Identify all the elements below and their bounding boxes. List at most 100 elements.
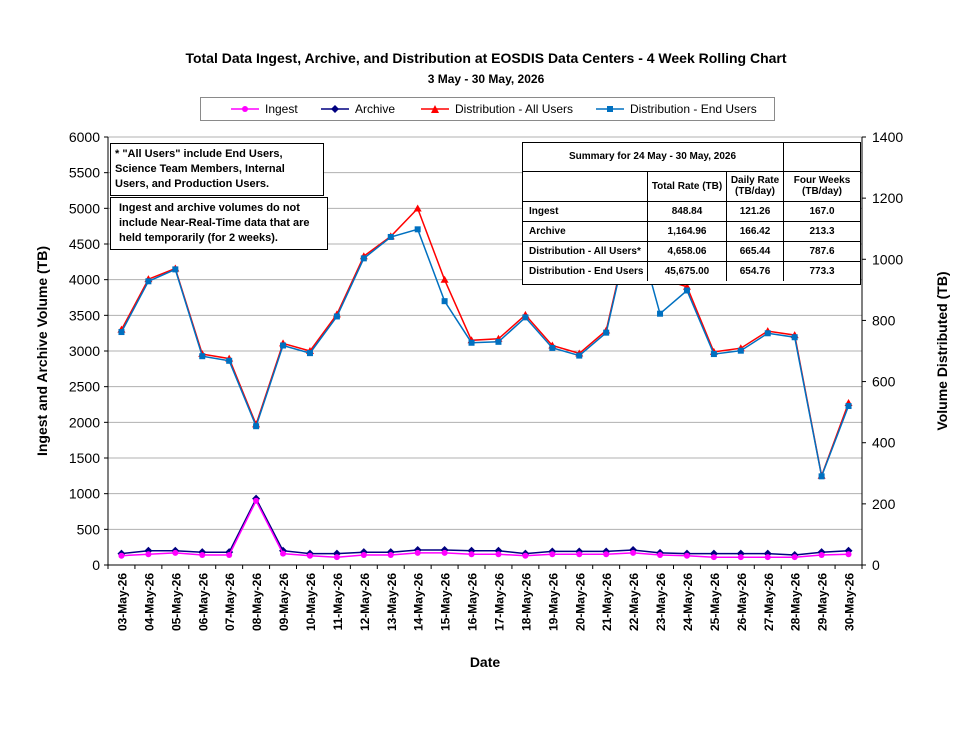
y-tick-label: 0 [92,557,100,573]
data-point [522,314,529,321]
y-tick-label: 6000 [69,129,100,145]
data-point [226,552,233,559]
data-point [199,353,206,360]
y-tick-label: 5000 [69,200,100,216]
data-point [683,287,690,294]
data-point [818,552,825,559]
y2-tick-label: 400 [872,435,896,451]
x-tick-label: 30-May-26 [843,573,857,631]
y2-axis-title: Volume Distributed (TB) [934,271,950,431]
summary-row-total: 45,675.00 [647,261,727,281]
summary-header-total: Total Rate (TB) [647,171,727,202]
data-point [737,347,744,354]
data-point [333,313,340,320]
summary-header-four-weeks: Four Weeks (TB/day) [783,171,860,202]
summary-row-label: Archive [523,221,648,242]
data-point [226,357,233,364]
x-tick-label: 14-May-26 [412,573,426,631]
series-line [121,499,849,558]
summary-row-total: 848.84 [647,201,727,222]
y-tick-label: 2500 [69,379,100,395]
data-point [468,551,475,558]
y-tick-label: 500 [77,521,101,537]
data-point [495,551,502,558]
summary-title: Summary for 24 May - 30 May, 2026 [523,143,784,172]
data-point [468,339,475,346]
data-point [414,549,421,556]
data-point [306,350,313,357]
x-tick-label: 08-May-26 [250,573,264,631]
x-tick-label: 13-May-26 [385,573,399,631]
data-point [306,552,313,559]
x-tick-label: 15-May-26 [439,573,453,631]
x-tick-label: 05-May-26 [169,573,183,631]
summary-row-four-weeks: 213.3 [783,221,860,242]
x-tick-label: 06-May-26 [196,573,210,631]
data-point [845,403,852,410]
legend-marker-ingest [231,106,259,112]
data-point [603,329,610,336]
data-point [145,551,152,558]
data-point [764,554,771,561]
x-tick-label: 29-May-26 [816,573,830,631]
x-tick-label: 27-May-26 [762,573,776,631]
x-tick-label: 03-May-26 [115,573,129,631]
legend-item-dist-all: Distribution - All Users [421,98,573,120]
data-point [576,352,583,359]
summary-header-daily: Daily Rate (TB/day) [726,171,784,202]
data-point [387,552,394,559]
chart-subtitle: 3 May - 30 May, 2026 [427,72,545,86]
data-point [603,551,610,558]
data-point [253,497,260,504]
data-point [710,554,717,561]
data-point [387,233,394,240]
data-point [576,551,583,558]
data-point [657,552,664,559]
legend-marker-dist-all [421,105,449,113]
legend-label-ingest: Ingest [265,102,298,116]
data-point [414,226,421,233]
summary-row-daily: 654.76 [726,261,784,281]
nrt-note: Ingest and archive volumes do not includ… [110,197,328,250]
y2-tick-label: 600 [872,374,896,390]
data-point [549,551,556,558]
data-point [630,549,637,556]
legend: Ingest Archive Distribution - All Users … [200,97,775,121]
y-tick-label: 3500 [69,307,100,323]
data-point [172,266,179,273]
legend-marker-dist-end [596,106,624,112]
x-tick-label: 24-May-26 [681,573,695,631]
data-point [441,298,448,305]
data-point [657,310,664,317]
data-point [118,329,125,336]
series-line [121,497,849,556]
y-tick-label: 5500 [69,165,100,181]
data-point [440,275,449,283]
series-line [120,207,850,479]
y2-tick-label: 0 [872,557,880,573]
summary-table: Summary for 24 May - 30 May, 2026 Total … [522,142,861,285]
legend-label-dist-all: Distribution - All Users [455,102,574,116]
legend-item-ingest: Ingest [231,98,298,120]
x-tick-label: 23-May-26 [654,573,668,631]
summary-row-four-weeks: 773.3 [783,261,860,281]
x-tick-label: 28-May-26 [789,573,803,631]
data-point [441,549,448,556]
x-tick-label: 16-May-26 [466,573,480,631]
summary-row-four-weeks: 167.0 [783,201,860,222]
y-tick-label: 2000 [69,414,100,430]
data-point [172,549,179,556]
data-point [495,338,502,345]
summary-row-label: Distribution - All Users* [523,241,648,262]
x-tick-label: 26-May-26 [735,573,749,631]
data-point [199,552,206,559]
data-point [118,552,125,559]
legend-marker-archive [321,105,349,113]
x-tick-label: 10-May-26 [304,573,318,631]
all-users-note: * "All Users" include End Users, Science… [110,143,324,196]
series-line [120,215,850,480]
y-tick-label: 4500 [69,236,100,252]
legend-label-archive: Archive [355,102,396,116]
y-tick-label: 3000 [69,343,100,359]
data-point [549,344,556,351]
